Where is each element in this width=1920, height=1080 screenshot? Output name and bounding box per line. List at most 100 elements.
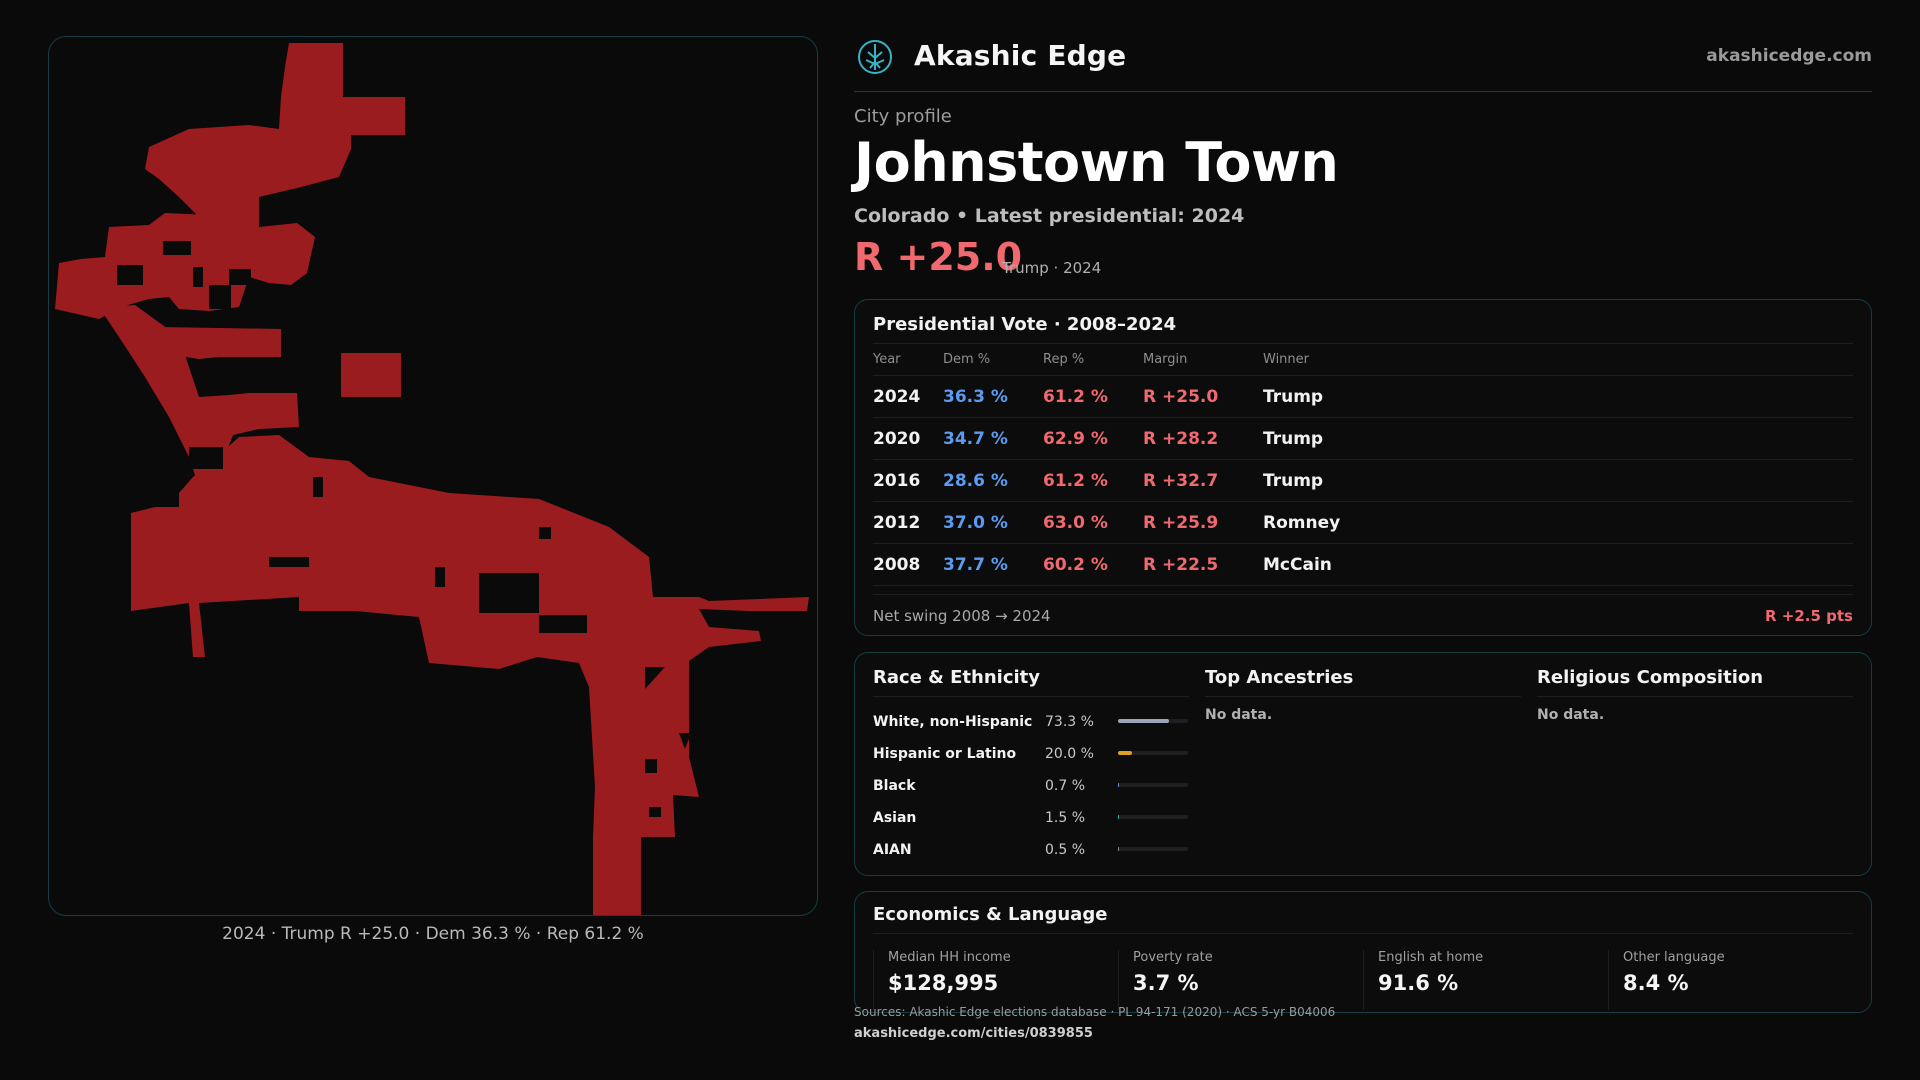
economics-title: Economics & Language [873,904,1853,934]
headline-margin-sub: Trump · 2024 [1002,259,1102,277]
table-row: 2012 37.0 % 63.0 % R +25.9 Romney [873,502,1853,544]
stat-value: 91.6 % [1378,971,1459,995]
stat-label: English at home [1378,950,1484,965]
table-row: 2024 36.3 % 61.2 % R +25.0 Trump [873,376,1853,418]
race-bar-fill [1118,847,1120,851]
cell-dem: 34.7 % [943,428,1008,449]
cell-year: 2024 [873,386,921,407]
cell-winner: Trump [1263,428,1324,449]
presidential-vote-card: Presidential Vote · 2008–2024 Year Dem %… [854,299,1872,636]
economics-card: Economics & Language Median HH income $1… [854,891,1872,1013]
sources-note: Sources: Akashic Edge elections database… [854,1005,1336,1019]
col-winner-header: Winner [1263,352,1310,367]
vote-table-header: Year Dem % Rep % Margin Winner [873,344,1853,376]
brand-url-link[interactable]: akashicedge.com [1706,46,1872,66]
cell-rep: 62.9 % [1043,428,1108,449]
col-dem-header: Dem % [943,352,991,367]
list-item: White, non-Hispanic 73.3 % [873,705,1189,737]
cell-margin: R +25.0 [1143,386,1219,407]
cell-year: 2016 [873,470,921,491]
race-bar-fill [1118,751,1132,755]
cell-rep: 63.0 % [1043,512,1108,533]
brand-header: Akashic Edge akashicedge.com [854,30,1872,92]
cell-year: 2012 [873,512,921,533]
race-bar-fill [1118,783,1120,787]
stat-label: Poverty rate [1133,950,1213,965]
race-label: Asian [873,810,917,826]
cell-dem: 37.7 % [943,554,1008,575]
stat-value: 8.4 % [1623,971,1689,995]
race-bar-fill [1118,719,1170,723]
stat-value: $128,995 [888,971,999,995]
list-item: Black 0.7 % [873,769,1189,801]
table-row: 2020 34.7 % 62.9 % R +28.2 Trump [873,418,1853,460]
city-boundary-shape [55,43,809,915]
cell-margin: R +25.9 [1143,512,1219,533]
religion-section: Religious Composition No data. [1537,667,1853,723]
table-row: 2016 28.6 % 61.2 % R +32.7 Trump [873,460,1853,502]
religion-title: Religious Composition [1537,667,1853,697]
net-swing-row: Net swing 2008 → 2024 R +2.5 pts [873,594,1853,634]
race-bar [1118,751,1188,755]
cell-rep: 60.2 % [1043,554,1108,575]
cell-winner: Trump [1263,470,1324,491]
cell-dem: 28.6 % [943,470,1008,491]
race-label: White, non-Hispanic [873,714,1033,730]
city-url-link[interactable]: akashicedge.com/cities/0839855 [854,1026,1093,1041]
race-ethnicity-section: Race & Ethnicity White, non-Hispanic 73.… [873,667,1189,865]
list-item: Asian 1.5 % [873,801,1189,833]
race-pct: 20.0 % [1045,746,1094,762]
cell-rep: 61.2 % [1043,386,1108,407]
race-pct: 0.5 % [1045,842,1086,858]
race-pct: 0.7 % [1045,778,1086,794]
religion-empty: No data. [1537,707,1605,723]
cell-margin: R +28.2 [1143,428,1219,449]
stat-other-language: Other language 8.4 % [1608,950,1853,1010]
ancestries-section: Top Ancestries No data. [1205,667,1521,723]
economics-stats: Median HH income $128,995 Poverty rate 3… [873,950,1853,1010]
profile-subtitle: Colorado • Latest presidential: 2024 [854,205,1245,227]
stat-value: 3.7 % [1133,971,1199,995]
race-bar-fill [1118,815,1120,819]
stat-english-home: English at home 91.6 % [1363,950,1608,1010]
race-bar [1118,847,1188,851]
race-pct: 73.3 % [1045,714,1094,730]
race-bar [1118,783,1188,787]
cell-rep: 61.2 % [1043,470,1108,491]
headline-margin: R +25.0 [854,235,1023,279]
cell-margin: R +32.7 [1143,470,1219,491]
cell-year: 2008 [873,554,921,575]
col-rep-header: Rep % [1043,352,1085,367]
map-shape [55,43,809,915]
stat-poverty-rate: Poverty rate 3.7 % [1118,950,1363,1010]
cell-winner: Trump [1263,386,1324,407]
ancestries-empty: No data. [1205,707,1273,723]
ancestries-title: Top Ancestries [1205,667,1521,697]
net-swing-label: Net swing 2008 → 2024 [873,607,1051,625]
brand-name: Akashic Edge [914,39,1127,72]
cell-year: 2020 [873,428,921,449]
map-caption: 2024 · Trump R +25.0 · Dem 36.3 % · Rep … [222,924,644,944]
net-swing-value: R +2.5 pts [1765,607,1853,625]
vote-card-title: Presidential Vote · 2008–2024 [873,314,1853,344]
profile-eyebrow: City profile [854,106,952,127]
cell-dem: 36.3 % [943,386,1008,407]
table-row: 2008 37.7 % 60.2 % R +22.5 McCain [873,544,1853,586]
race-pct: 1.5 % [1045,810,1086,826]
race-bar [1118,719,1188,723]
city-boundary-map [48,36,818,916]
list-item: Hispanic or Latino 20.0 % [873,737,1189,769]
page-title: Johnstown Town [854,131,1339,194]
race-title: Race & Ethnicity [873,667,1189,697]
cell-winner: McCain [1263,554,1332,575]
cell-dem: 37.0 % [943,512,1008,533]
demographics-card: Race & Ethnicity White, non-Hispanic 73.… [854,652,1872,876]
race-label: AIAN [873,842,912,858]
col-year-header: Year [873,352,901,367]
stat-label: Other language [1623,950,1725,965]
race-label: Hispanic or Latino [873,746,1017,762]
race-label: Black [873,778,916,794]
stat-label: Median HH income [888,950,1011,965]
stat-median-income: Median HH income $128,995 [873,950,1118,1010]
col-margin-header: Margin [1143,352,1188,367]
